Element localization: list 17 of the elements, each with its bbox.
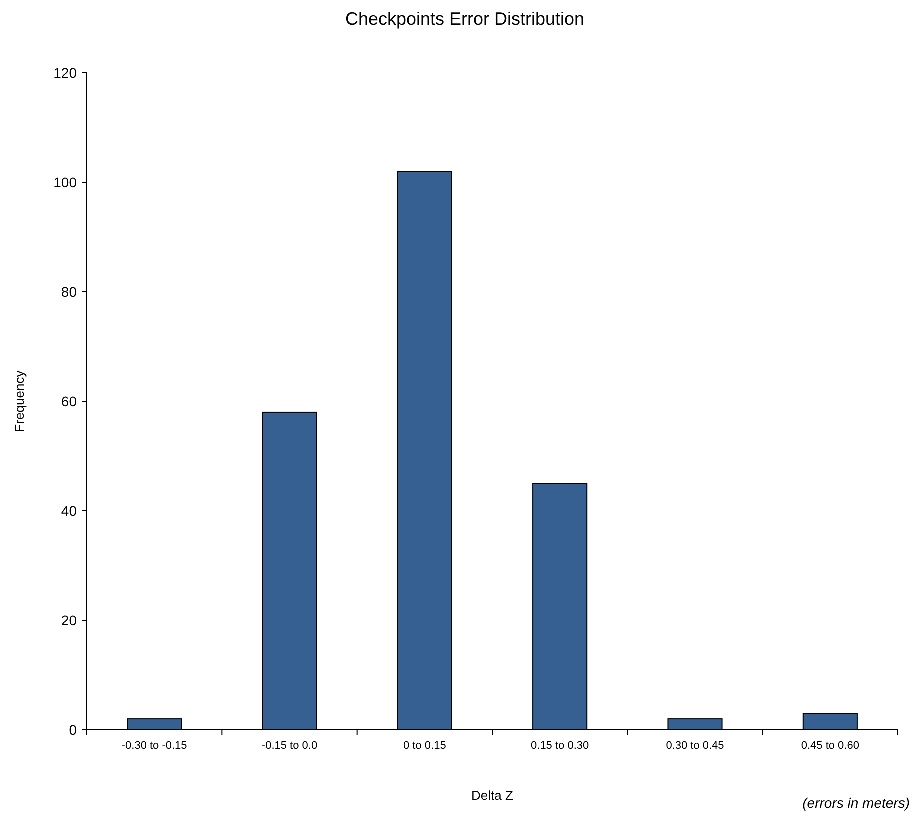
chart-title: Checkpoints Error Distribution (345, 9, 585, 29)
y-tick-label: 20 (61, 612, 78, 628)
x-tick-label: 0.45 to 0.60 (801, 740, 860, 752)
y-axis-title: Frequency (12, 370, 27, 432)
y-tick-label: 40 (61, 502, 78, 519)
y-tick-label: 60 (61, 393, 78, 410)
x-tick-label: 0 to 0.15 (404, 740, 446, 752)
x-tick-label: 0.30 to 0.45 (666, 740, 724, 752)
y-tick-label: 80 (61, 284, 78, 300)
x-tick-label: -0.15 to 0.0 (262, 740, 318, 752)
y-tick-label: 0 (69, 722, 78, 738)
y-tick-label: 120 (54, 64, 78, 81)
x-tick-label: -0.30 to -0.15 (122, 740, 188, 752)
y-tick-label: 100 (54, 174, 78, 190)
text: (errors in meters) (802, 795, 910, 811)
x-tick-label: 0.15 to 0.30 (531, 740, 590, 752)
x-axis-title: Delta Z (472, 788, 514, 803)
